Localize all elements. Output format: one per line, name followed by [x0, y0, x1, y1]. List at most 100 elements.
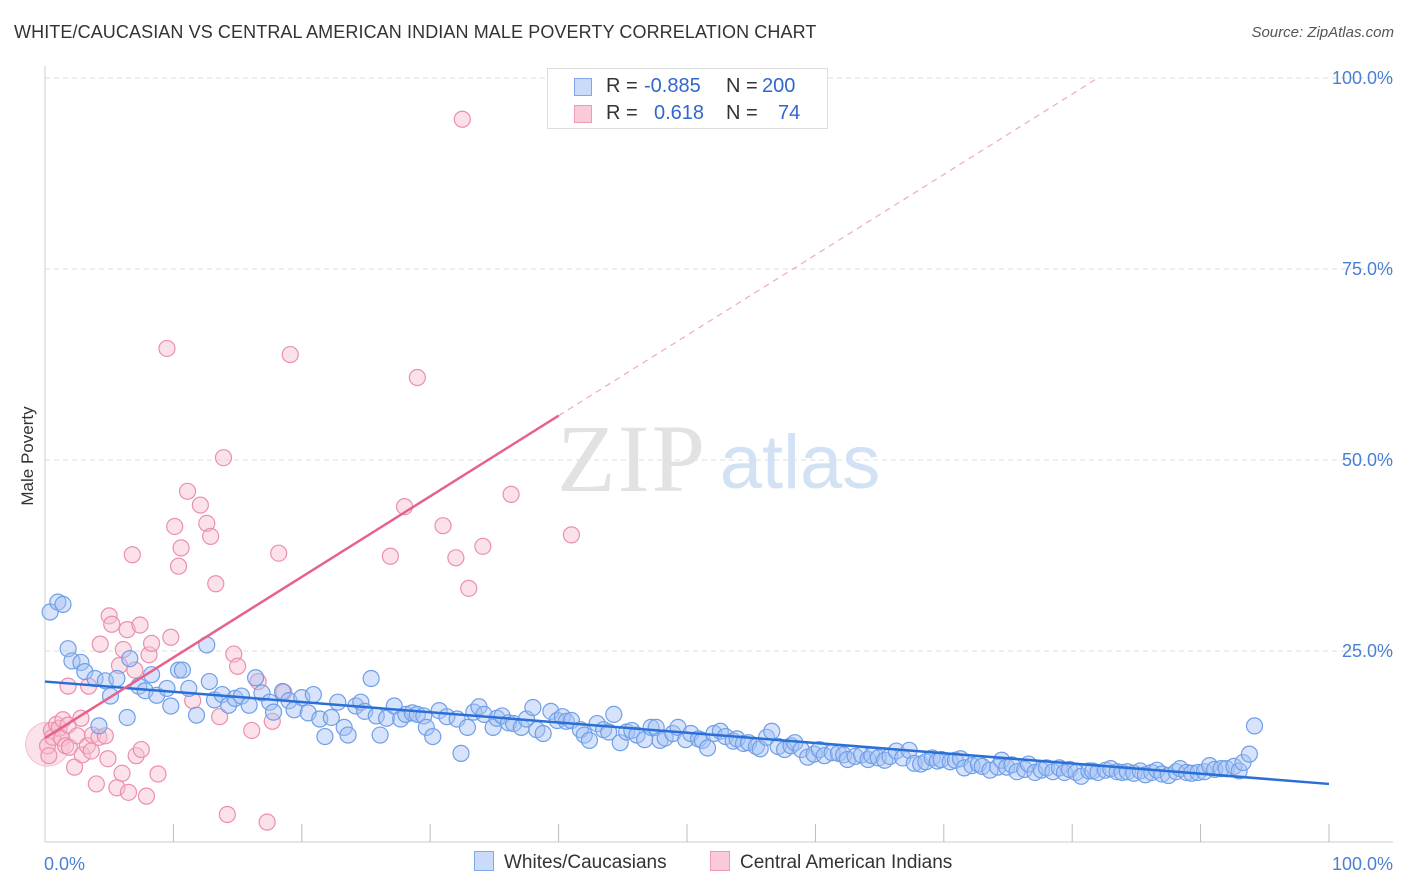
data-point: [187, 706, 206, 724]
data-point: [263, 712, 281, 730]
data-point: [99, 750, 117, 768]
data-point: [110, 656, 129, 675]
data-point: [475, 705, 493, 724]
data-point: [158, 679, 176, 698]
data-point: [304, 685, 322, 704]
data-point: [166, 517, 184, 536]
data-point: [264, 703, 283, 721]
data-point: [108, 669, 126, 688]
data-point: [132, 740, 150, 759]
data-point: [424, 727, 442, 746]
data-point: [611, 734, 629, 752]
data-point: [76, 663, 94, 681]
data-point: [562, 526, 581, 544]
data-point: [447, 549, 465, 567]
trend-extension-central-american: [558, 77, 1099, 417]
data-point: [211, 708, 229, 726]
grid-lines: [45, 77, 1393, 652]
data-point: [434, 517, 452, 535]
data-point: [339, 726, 357, 744]
data-point: [1245, 717, 1264, 735]
data-point: [763, 722, 781, 740]
r-label: R =: [606, 102, 638, 124]
data-point: [178, 482, 197, 500]
data-point: [453, 110, 471, 128]
axes: [44, 66, 1393, 843]
y-axis-label: Male Poverty: [18, 406, 37, 506]
data-point: [113, 764, 131, 782]
data-point: [162, 697, 180, 715]
data-point: [605, 705, 623, 724]
data-point: [198, 514, 216, 533]
watermark: ZIP atlas: [557, 405, 880, 512]
data-point: [214, 449, 233, 467]
data-point: [142, 666, 161, 684]
source-credit: Source: ZipAtlas.com: [1251, 24, 1394, 41]
trend-line-whites: [44, 680, 1330, 786]
r-value: 0.618: [654, 102, 705, 124]
white-caucasian-points: [41, 593, 1264, 785]
data-point: [65, 758, 84, 776]
legend-item-whites[interactable]: Whites/Caucasians: [474, 851, 667, 874]
legend-swatch-whites: [474, 851, 494, 871]
data-point: [460, 579, 478, 597]
data-point: [377, 709, 396, 727]
data-point: [243, 721, 261, 740]
legend-swatch-central-american: [710, 851, 730, 871]
data-point: [1240, 745, 1258, 763]
data-point: [1230, 762, 1248, 780]
data-point: [281, 345, 299, 364]
trend-line-central-american: [44, 414, 560, 740]
chart-title: WHITE/CAUCASIAN VS CENTRAL AMERICAN INDI…: [14, 22, 817, 42]
stats-swatch-central-american: [574, 105, 592, 123]
data-point: [322, 708, 340, 727]
watermark-zip: ZIP: [557, 405, 707, 512]
data-point: [72, 653, 90, 672]
data-point: [131, 616, 149, 634]
data-point: [191, 496, 209, 514]
data-point: [623, 721, 641, 740]
data-point: [329, 693, 347, 711]
n-value: 200: [762, 75, 796, 97]
data-point: [202, 527, 220, 546]
r-label: R =: [606, 75, 638, 97]
data-point: [218, 805, 236, 824]
n-label: N =: [726, 102, 758, 124]
legend-label-central-american: Central American Indians: [740, 852, 953, 873]
data-point: [588, 714, 606, 733]
data-point: [270, 544, 288, 562]
legend-label-whites: Whites/Caucasians: [504, 852, 667, 873]
data-point: [103, 615, 121, 633]
n-label: N =: [726, 75, 758, 97]
bottom-legend: Whites/Caucasians Central American India…: [0, 851, 1406, 881]
r-value: -0.885: [644, 75, 701, 97]
data-point: [158, 339, 176, 358]
data-point: [169, 557, 188, 575]
data-point: [381, 547, 399, 565]
data-point: [59, 677, 77, 695]
data-point: [40, 747, 58, 765]
data-point: [846, 747, 864, 766]
central-american-indian-points: [25, 110, 581, 831]
data-point: [240, 696, 258, 714]
data-point: [200, 672, 218, 691]
data-point: [54, 595, 72, 613]
data-point: [484, 718, 502, 737]
stats-row-central-american: R = 0.618 N = 74: [548, 100, 827, 128]
data-point: [169, 661, 188, 679]
data-point: [172, 539, 190, 557]
data-point: [371, 726, 389, 744]
data-point: [137, 787, 156, 805]
data-point: [149, 765, 167, 783]
y-tick-label: 50.0%: [1342, 450, 1393, 470]
data-point: [87, 775, 105, 793]
data-point: [118, 621, 136, 639]
data-point: [207, 575, 225, 593]
stats-legend-box: R = -0.885 N = 200 R = 0.618 N = 74: [547, 68, 828, 129]
x-tick-label: 100.0%: [1332, 854, 1393, 874]
data-point: [123, 546, 141, 564]
data-point: [474, 537, 492, 555]
data-point: [524, 698, 542, 717]
legend-item-central-american[interactable]: Central American Indians: [710, 851, 952, 874]
